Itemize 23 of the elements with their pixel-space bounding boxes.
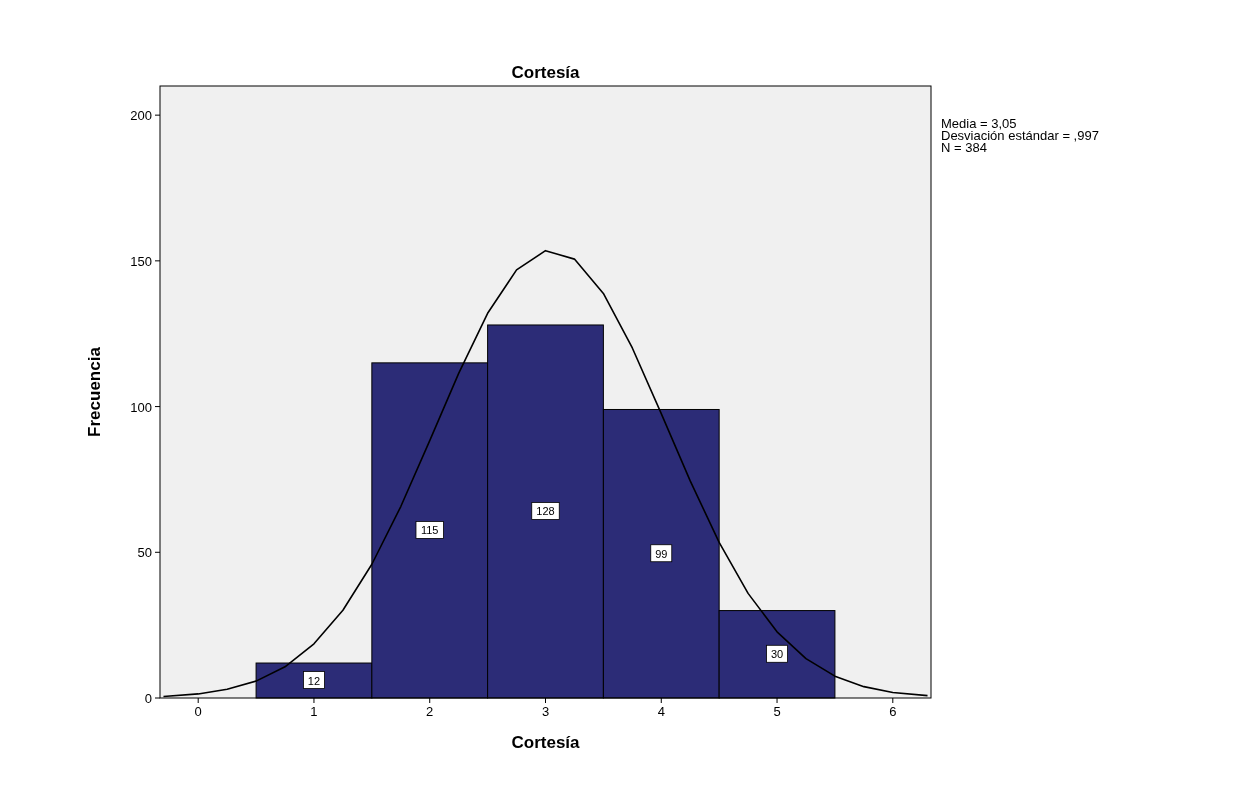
chart-title: Cortesía [511,63,581,82]
x-tick-label: 5 [773,704,781,719]
data-label: 128 [536,505,555,518]
data-label: 99 [655,547,668,560]
y-tick-label: 150 [130,253,152,269]
text: N = 384 [941,140,987,155]
y-tick-label: 0 [144,691,152,706]
x-tick-label: 1 [310,704,318,719]
data-label: 12 [307,674,321,687]
x-axis-title: Cortesía [511,733,581,752]
x-tick-label: 4 [657,704,665,719]
y-axis-title: Frecuencia [85,346,104,437]
text: Media = 3,05 [941,116,1017,131]
y-tick-label: 100 [130,399,152,415]
data-label: 30 [770,648,784,661]
x-tick-label: 2 [426,704,434,719]
data-label: 115 [420,524,439,537]
y-tick-label: 50 [137,545,152,561]
y-tick-label: 200 [130,108,152,124]
text: Desviación estándar = ,997 [941,128,1099,143]
x-tick-label: 3 [541,704,550,719]
x-tick-label: 6 [889,704,897,719]
x-tick-label: 0 [194,704,202,719]
